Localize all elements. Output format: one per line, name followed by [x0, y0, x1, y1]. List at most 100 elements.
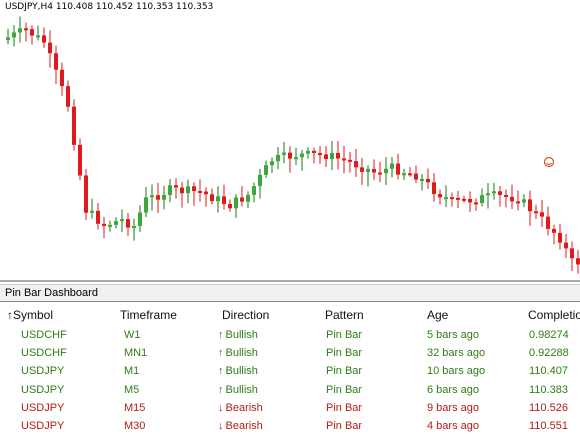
candle-body [576, 258, 580, 265]
column-header-age[interactable]: Age [427, 308, 449, 322]
timeframe-cell[interactable]: M15 [124, 401, 146, 414]
candle-body [342, 158, 346, 161]
direction-cell[interactable]: ↓ Bearish [218, 402, 263, 414]
symbol-cell[interactable]: USDJPY [21, 383, 65, 396]
direction-label: Bearish [225, 420, 263, 432]
age-cell[interactable]: 9 bars ago [427, 401, 479, 414]
completion-cell[interactable]: 0.92288 [529, 347, 569, 360]
candle-body [180, 187, 184, 194]
candle-body [462, 198, 466, 201]
candle-body [48, 42, 52, 54]
candle-body [396, 163, 400, 175]
candle-body [186, 186, 190, 194]
candle-body [312, 150, 316, 154]
pattern-cell[interactable]: Pin Bar [326, 347, 363, 360]
candle-body [372, 168, 376, 173]
candle-body [516, 201, 520, 204]
candle-body [564, 242, 568, 249]
symbol-cell[interactable]: USDJPY [21, 365, 65, 378]
candle-body [552, 228, 556, 233]
candle-body [534, 211, 538, 214]
candle-body [6, 37, 10, 40]
candle-body [456, 197, 460, 200]
candle-body [570, 248, 574, 259]
candle-body [24, 28, 28, 31]
candle-body [66, 86, 70, 107]
age-cell[interactable]: 10 bars ago [427, 365, 486, 378]
completion-cell[interactable]: 110.383 [529, 383, 568, 396]
candle-body [300, 153, 304, 158]
completion-cell[interactable]: 110.551 [529, 420, 568, 432]
candle-body [198, 191, 202, 194]
completion-cell[interactable]: 110.526 [529, 401, 568, 414]
age-cell[interactable]: 4 bars ago [427, 420, 479, 432]
candle-body [360, 167, 364, 172]
candle-body [558, 232, 562, 243]
candle-body [42, 35, 46, 43]
direction-cell[interactable]: ↑ Bullish [218, 384, 258, 396]
candle-body [132, 225, 136, 228]
completion-cell[interactable]: 0.98274 [529, 329, 569, 341]
candle-body [108, 224, 112, 227]
arrow-up-icon: ↑ [218, 365, 224, 378]
timeframe-cell[interactable]: M5 [124, 383, 140, 396]
candle-body [474, 202, 478, 205]
candle-body [468, 198, 472, 203]
candle-body [540, 212, 544, 217]
column-header-direction[interactable]: Direction [222, 308, 270, 322]
timeframe-cell[interactable]: M30 [124, 420, 146, 432]
direction-cell[interactable]: ↑ Bullish [218, 347, 258, 359]
age-cell[interactable]: 5 bars ago [427, 329, 479, 341]
candle-body [408, 173, 412, 176]
panel-separator[interactable] [0, 280, 580, 282]
age-cell[interactable]: 6 bars ago [427, 383, 479, 396]
timeframe-cell[interactable]: W1 [124, 329, 141, 341]
candle-body [294, 157, 298, 160]
direction-label: Bullish [225, 383, 258, 396]
column-header-pattern[interactable]: Pattern [325, 308, 364, 322]
candle-body [348, 159, 352, 162]
timeframe-cell[interactable]: M1 [124, 365, 140, 378]
candle-body [324, 154, 328, 160]
candle-body [306, 150, 310, 154]
price-chart[interactable] [0, 0, 580, 280]
direction-cell[interactable]: ↑ Bullish [218, 329, 258, 341]
completion-cell[interactable]: 110.407 [529, 365, 568, 378]
arrow-down-icon: ↓ [218, 401, 224, 414]
direction-label: Bullish [225, 329, 258, 341]
candle-body [72, 106, 76, 145]
column-header-completion[interactable]: Completion [528, 308, 580, 322]
smiley-icon [543, 156, 555, 168]
candle-body [162, 194, 166, 200]
direction-cell[interactable]: ↑ Bullish [218, 365, 258, 377]
symbol-cell[interactable]: USDJPY [21, 420, 65, 432]
candle-body [138, 212, 142, 226]
candle-body [276, 154, 280, 162]
candle-body [366, 168, 370, 172]
pattern-cell[interactable]: Pin Bar [326, 401, 363, 414]
candle-body [126, 219, 130, 228]
symbol-cell[interactable]: USDCHF [21, 347, 67, 360]
arrow-down-icon: ↓ [218, 420, 224, 432]
pattern-cell[interactable]: Pin Bar [326, 383, 363, 396]
pattern-cell[interactable]: Pin Bar [326, 329, 363, 341]
chart-symbol-title: USDJPY,H4 110.408 110.452 110.353 110.35… [5, 2, 214, 12]
pattern-cell[interactable]: Pin Bar [326, 365, 363, 378]
candle-body [378, 172, 382, 175]
column-header-symbol[interactable]: ↑Symbol [7, 308, 54, 322]
symbol-cell[interactable]: USDJPY [21, 401, 65, 414]
candle-body [480, 195, 484, 204]
symbol-cell[interactable]: USDCHF [21, 329, 67, 341]
pattern-cell[interactable]: Pin Bar [326, 420, 363, 432]
candle-body [12, 32, 16, 38]
direction-cell[interactable]: ↓ Bearish [218, 420, 263, 432]
dashboard-panel [0, 280, 580, 443]
candle-body [384, 168, 388, 174]
candle-body [210, 194, 214, 202]
timeframe-cell[interactable]: MN1 [124, 347, 148, 360]
candle-body [270, 161, 274, 166]
direction-label: Bearish [225, 401, 263, 414]
column-header-timeframe[interactable]: Timeframe [120, 308, 177, 322]
age-cell[interactable]: 32 bars ago [427, 347, 486, 360]
candle-body [114, 221, 118, 225]
